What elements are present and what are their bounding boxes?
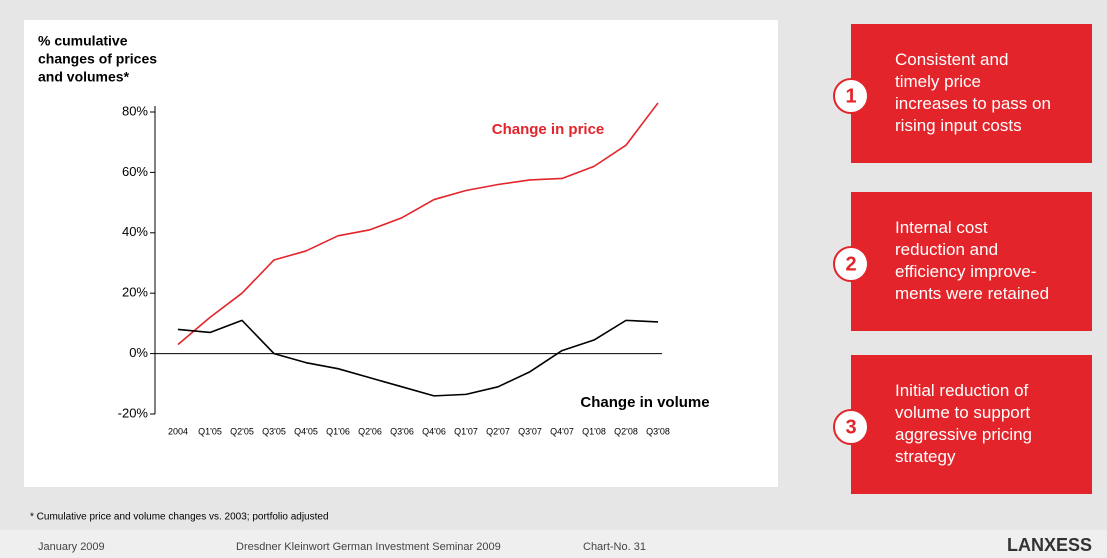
series-line xyxy=(177,102,659,346)
info-box xyxy=(851,24,1092,163)
footer-bar xyxy=(0,530,1107,558)
y-axis-title: % cumulative xyxy=(38,33,128,49)
y-tick-label: 20% xyxy=(122,285,148,300)
info-box xyxy=(851,192,1092,331)
box-text: ments were retained xyxy=(895,284,1049,303)
box-text: efficiency improve- xyxy=(895,262,1036,281)
number-badge xyxy=(833,78,869,114)
badge-number: 2 xyxy=(845,253,856,275)
box-text: aggressive pricing xyxy=(895,425,1032,444)
x-tick-label: Q4'06 xyxy=(422,426,446,436)
box-text: Consistent and xyxy=(895,50,1008,69)
number-badge xyxy=(833,246,869,282)
y-tick-label: -20% xyxy=(118,405,149,420)
box-text: reduction and xyxy=(895,240,998,259)
box-text: Internal cost xyxy=(895,218,988,237)
series-annotation: Change in volume xyxy=(580,394,709,411)
x-tick-label: Q1'05 xyxy=(198,426,222,436)
x-tick-label: Q3'05 xyxy=(262,426,286,436)
footnote: * Cumulative price and volume changes vs… xyxy=(30,512,329,523)
box-text: increases to pass on xyxy=(895,94,1051,113)
x-tick-label: Q3'08 xyxy=(646,426,670,436)
y-axis-title: changes of prices xyxy=(38,51,157,67)
x-tick-label: Q4'05 xyxy=(294,426,318,436)
x-tick-label: Q2'06 xyxy=(358,426,382,436)
box-text: rising input costs xyxy=(895,116,1022,135)
x-tick-label: Q3'07 xyxy=(518,426,542,436)
series-annotation: Change in price xyxy=(492,121,605,138)
x-tick-label: Q2'08 xyxy=(614,426,638,436)
badge-number: 3 xyxy=(845,416,856,438)
x-tick-label: Q2'05 xyxy=(230,426,254,436)
info-box xyxy=(851,355,1092,494)
box-text: timely price xyxy=(895,72,981,91)
number-badge xyxy=(833,409,869,445)
footer-date: January 2009 xyxy=(38,541,105,553)
x-tick-label: Q3'06 xyxy=(390,426,414,436)
footer-chart-no: Chart-No. 31 xyxy=(583,541,646,553)
y-tick-label: 60% xyxy=(122,164,148,179)
x-tick-label: Q2'07 xyxy=(486,426,510,436)
y-axis-title: and volumes* xyxy=(38,69,130,85)
y-tick-label: 80% xyxy=(122,103,148,118)
chart-panel xyxy=(24,20,778,487)
x-tick-label: Q1'07 xyxy=(454,426,478,436)
y-tick-label: 40% xyxy=(122,224,148,239)
x-tick-label: Q4'07 xyxy=(550,426,574,436)
x-tick-label: Q1'06 xyxy=(326,426,350,436)
box-text: Initial reduction of xyxy=(895,381,1029,400)
y-tick-label: 0% xyxy=(129,345,148,360)
logo: LANXESS xyxy=(1007,535,1092,555)
series-line xyxy=(177,319,659,397)
x-tick-label: 2004 xyxy=(168,426,188,436)
box-text: strategy xyxy=(895,447,956,466)
box-text: volume to support xyxy=(895,403,1030,422)
badge-number: 1 xyxy=(845,85,856,107)
x-tick-label: Q1'08 xyxy=(582,426,606,436)
footer-event: Dresdner Kleinwort German Investment Sem… xyxy=(236,541,501,553)
